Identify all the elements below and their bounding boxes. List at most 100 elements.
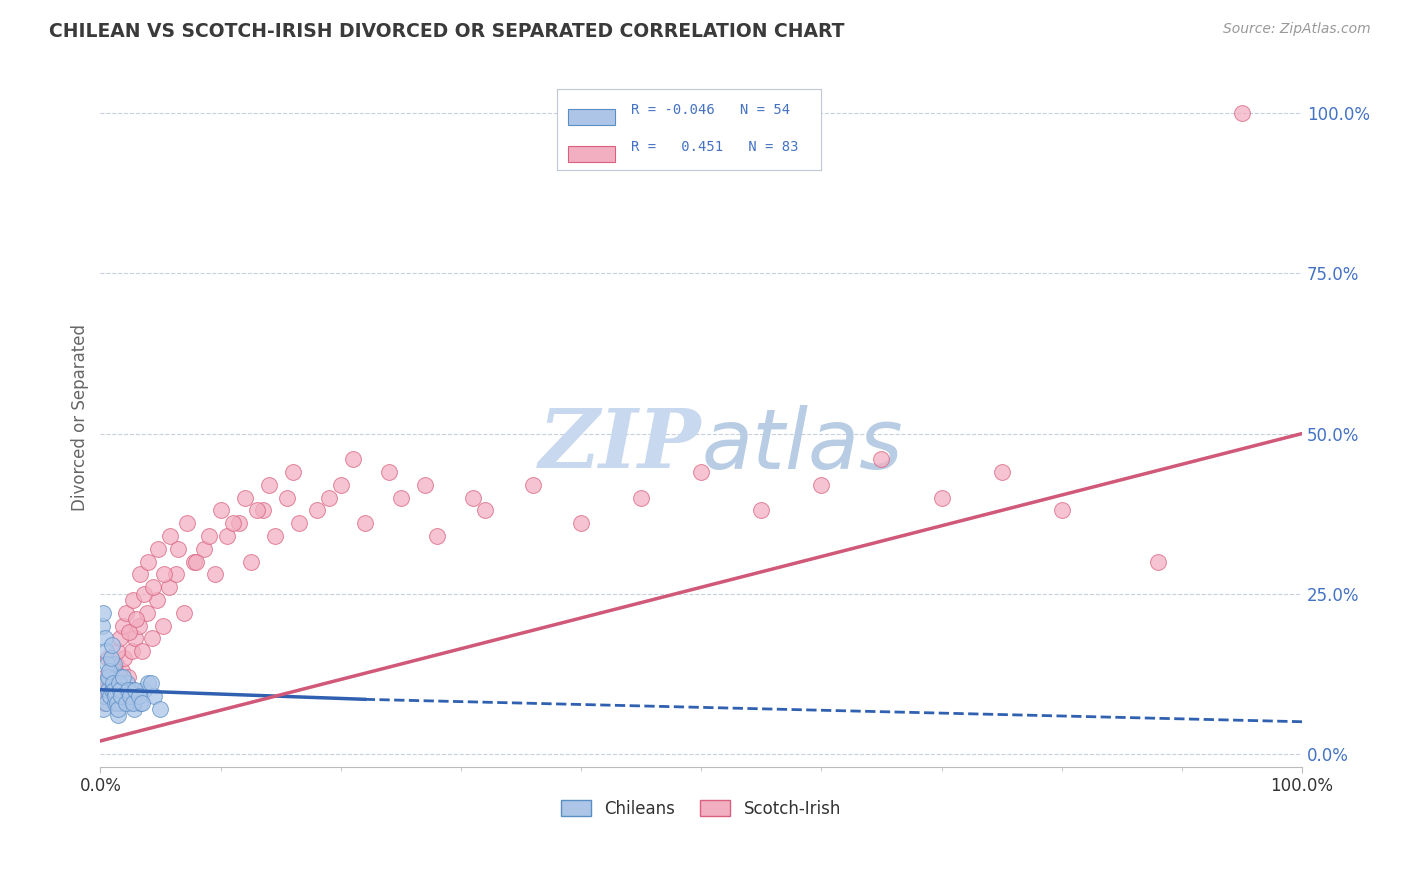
- Point: [129, 696, 152, 710]
- Point: [103, 657, 125, 672]
- Point: [98, 664, 121, 678]
- Point: [152, 618, 174, 632]
- Point: [105, 696, 128, 710]
- Point: [94, 670, 117, 684]
- Point: [93, 632, 115, 646]
- Point: [197, 529, 219, 543]
- Point: [100, 664, 122, 678]
- Point: [121, 644, 143, 658]
- Point: [108, 682, 131, 697]
- Point: [129, 567, 152, 582]
- Point: [131, 696, 153, 710]
- Point: [104, 657, 127, 672]
- Point: [413, 477, 436, 491]
- Point: [157, 580, 180, 594]
- Point: [183, 555, 205, 569]
- Point: [121, 682, 143, 697]
- Point: [138, 676, 160, 690]
- Y-axis label: Divorced or Separated: Divorced or Separated: [72, 324, 89, 511]
- Point: [141, 632, 163, 646]
- Point: [104, 689, 127, 703]
- Point: [209, 503, 232, 517]
- Point: [118, 696, 141, 710]
- Point: [193, 541, 215, 556]
- Point: [97, 682, 120, 697]
- Point: [100, 650, 122, 665]
- Text: atlas: atlas: [702, 405, 903, 486]
- Point: [93, 606, 115, 620]
- Point: [124, 682, 146, 697]
- Point: [131, 644, 153, 658]
- Point: [125, 689, 148, 703]
- Point: [104, 676, 127, 690]
- Point: [132, 682, 155, 697]
- Point: [111, 664, 134, 678]
- Point: [204, 567, 226, 582]
- Point: [105, 644, 128, 658]
- Point: [96, 696, 118, 710]
- Point: [173, 606, 195, 620]
- Point: [690, 465, 713, 479]
- Point: [115, 676, 138, 690]
- Point: [96, 682, 118, 697]
- Point: [128, 618, 150, 632]
- Point: [121, 593, 143, 607]
- Point: [569, 516, 592, 531]
- Point: [93, 696, 115, 710]
- Point: [103, 682, 125, 697]
- Point: [146, 541, 169, 556]
- Point: [118, 625, 141, 640]
- Point: [1050, 503, 1073, 517]
- Point: [93, 689, 115, 703]
- Point: [112, 689, 135, 703]
- Point: [107, 702, 129, 716]
- Point: [276, 491, 298, 505]
- Point: [112, 670, 135, 684]
- Point: [630, 491, 652, 505]
- Point: [281, 465, 304, 479]
- Point: [870, 452, 893, 467]
- Point: [146, 593, 169, 607]
- Point: [139, 676, 162, 690]
- Point: [98, 689, 121, 703]
- Point: [377, 465, 399, 479]
- Point: [245, 503, 267, 517]
- Point: [108, 670, 131, 684]
- Point: [138, 555, 160, 569]
- Point: [143, 689, 166, 703]
- Point: [132, 587, 155, 601]
- Point: [108, 632, 131, 646]
- Point: [110, 682, 132, 697]
- Point: [287, 516, 309, 531]
- Point: [117, 682, 139, 697]
- Point: [114, 606, 136, 620]
- Point: [100, 676, 122, 690]
- Point: [97, 650, 120, 665]
- Point: [749, 503, 772, 517]
- Point: [91, 702, 114, 716]
- Point: [990, 465, 1012, 479]
- Point: [120, 689, 142, 703]
- Point: [100, 638, 122, 652]
- Point: [474, 503, 496, 517]
- Point: [98, 676, 121, 690]
- Point: [97, 670, 120, 684]
- Point: [257, 477, 280, 491]
- Point: [353, 516, 375, 531]
- Point: [125, 612, 148, 626]
- Point: [112, 618, 135, 632]
- Point: [239, 555, 262, 569]
- Point: [94, 644, 117, 658]
- Point: [461, 491, 484, 505]
- Point: [94, 676, 117, 690]
- Text: ZIP: ZIP: [538, 406, 702, 485]
- Point: [104, 664, 127, 678]
- Point: [931, 491, 953, 505]
- Point: [128, 689, 150, 703]
- Point: [97, 670, 120, 684]
- Text: Source: ZipAtlas.com: Source: ZipAtlas.com: [1223, 22, 1371, 37]
- Point: [101, 682, 124, 697]
- Point: [228, 516, 250, 531]
- Point: [108, 676, 131, 690]
- Point: [215, 529, 238, 543]
